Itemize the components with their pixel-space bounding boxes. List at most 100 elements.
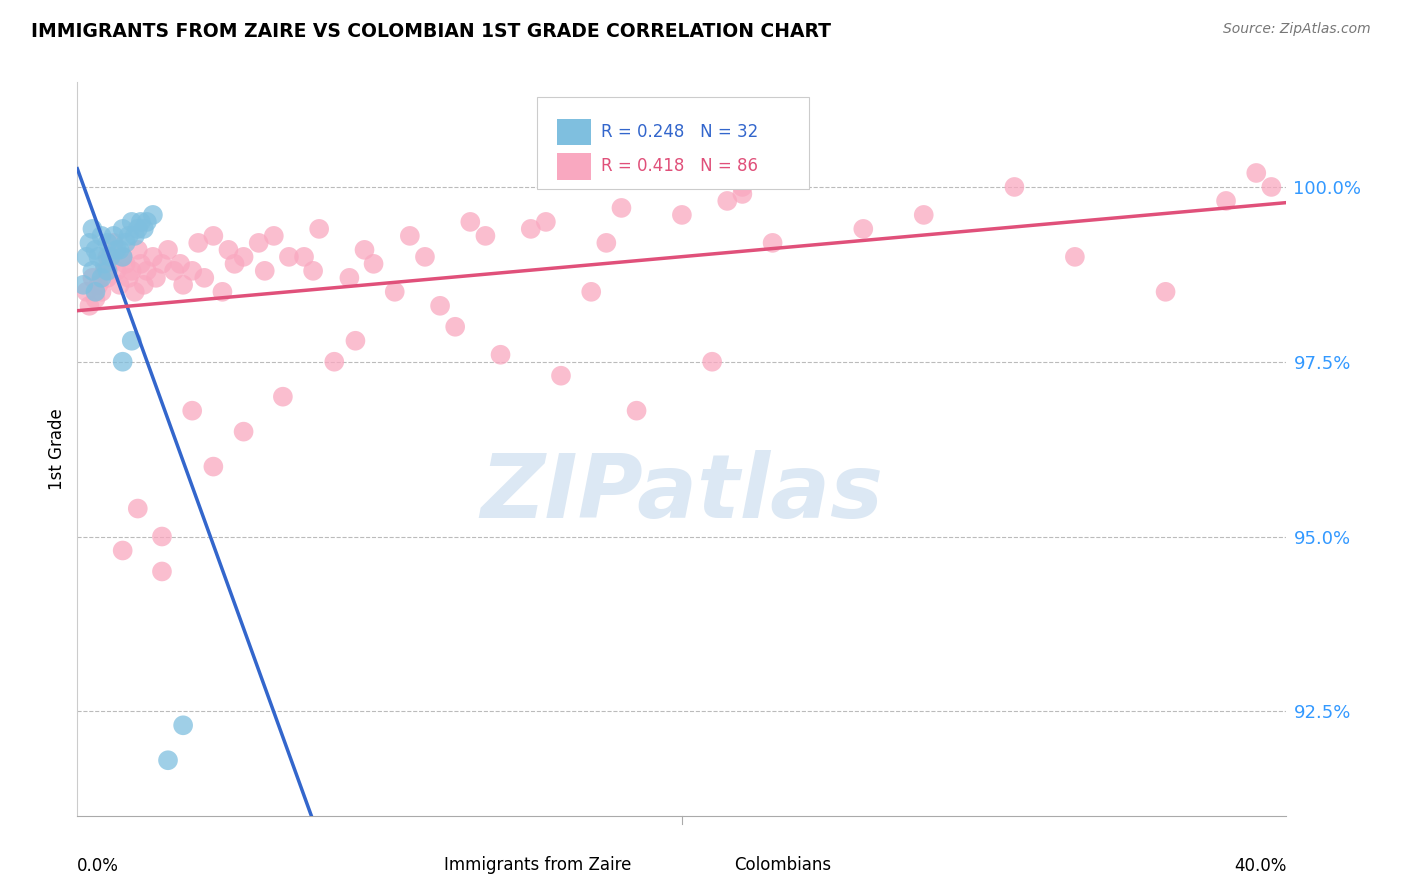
Point (108, 277, 131, 292)
Bar (557, 153, 592, 179)
Point (1154, 285, 1177, 299)
Point (145, 270, 167, 285)
Point (150, 529, 173, 543)
Point (82, 264, 104, 278)
Point (96, 235, 118, 250)
Point (172, 277, 194, 292)
Point (150, 565, 173, 579)
Point (114, 235, 136, 250)
Point (263, 228, 285, 243)
Point (82, 270, 104, 285)
Point (127, 243, 149, 257)
Text: Colombians: Colombians (734, 856, 831, 874)
Point (93, 264, 115, 278)
Point (202, 459, 225, 474)
Point (353, 243, 375, 257)
Point (292, 250, 315, 264)
Point (429, 299, 451, 313)
Point (96, 270, 118, 285)
Point (218, 243, 240, 257)
Point (172, 718, 194, 732)
Point (1260, 180, 1282, 194)
Point (87, 277, 110, 292)
Point (90, 270, 112, 285)
Bar (700, 855, 727, 876)
Bar (557, 119, 592, 145)
Point (142, 250, 165, 264)
Point (132, 277, 155, 292)
Point (121, 264, 143, 278)
Point (118, 270, 141, 285)
Point (105, 243, 128, 257)
Point (150, 257, 173, 271)
Point (84, 285, 107, 299)
Text: R = 0.418   N = 86: R = 0.418 N = 86 (600, 158, 758, 176)
Point (84, 243, 107, 257)
Point (100, 257, 122, 271)
Point (271, 390, 294, 404)
Point (118, 228, 141, 243)
Point (90, 285, 112, 299)
Point (278, 250, 301, 264)
Point (157, 753, 180, 767)
Point (302, 264, 325, 278)
Point (129, 215, 152, 229)
Point (762, 235, 785, 250)
Point (474, 228, 496, 243)
Point (1246, 166, 1268, 180)
Point (103, 235, 125, 250)
Point (75, 250, 97, 264)
Point (232, 425, 254, 439)
Point (1215, 194, 1237, 208)
Point (157, 243, 180, 257)
Text: 0.0%: 0.0% (77, 856, 120, 874)
Y-axis label: 1st Grade: 1st Grade (48, 409, 66, 490)
Point (444, 319, 467, 334)
Text: R = 0.248   N = 32: R = 0.248 N = 32 (600, 123, 758, 141)
Text: Source: ZipAtlas.com: Source: ZipAtlas.com (1223, 22, 1371, 37)
Point (84, 292, 107, 306)
Point (100, 250, 122, 264)
Point (111, 250, 134, 264)
Point (132, 222, 155, 236)
Point (1064, 250, 1087, 264)
Point (912, 208, 935, 222)
Text: ZIPatlas: ZIPatlas (481, 450, 883, 537)
Point (93, 257, 115, 271)
Point (111, 250, 134, 264)
Point (339, 270, 360, 285)
Point (399, 228, 422, 243)
Point (111, 543, 134, 558)
Point (135, 264, 157, 278)
Point (534, 215, 557, 229)
Point (211, 285, 233, 299)
Point (108, 243, 131, 257)
Point (103, 228, 125, 243)
Point (413, 250, 436, 264)
Point (129, 257, 152, 271)
Point (671, 208, 693, 222)
Point (550, 368, 572, 383)
Point (702, 355, 724, 369)
Point (124, 228, 146, 243)
Point (308, 222, 330, 236)
Point (626, 403, 648, 417)
Point (458, 215, 481, 229)
Point (79, 299, 101, 313)
Text: Immigrants from Zaire: Immigrants from Zaire (444, 856, 631, 874)
Point (121, 215, 143, 229)
Point (247, 235, 270, 250)
Point (124, 285, 146, 299)
Point (181, 264, 204, 278)
Point (581, 285, 603, 299)
Point (852, 222, 875, 236)
Point (731, 186, 754, 201)
Point (232, 250, 254, 264)
Point (87, 250, 110, 264)
Point (224, 257, 246, 271)
Point (96, 250, 118, 264)
Point (181, 403, 204, 417)
Point (163, 264, 186, 278)
Point (384, 285, 406, 299)
Point (193, 270, 215, 285)
